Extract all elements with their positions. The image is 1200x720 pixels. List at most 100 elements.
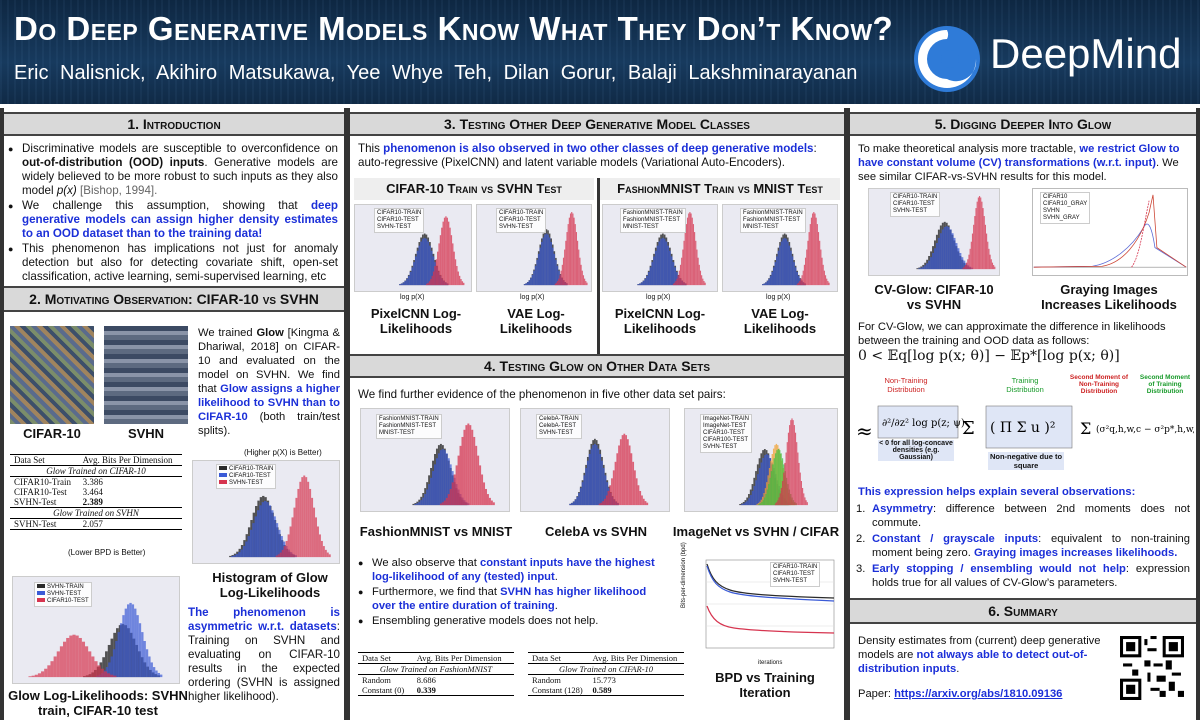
table-row: CIFAR10-Test 3.464 [14, 487, 103, 497]
histogram-bar [119, 623, 123, 678]
histogram-bar [762, 500, 764, 506]
header-texture [0, 0, 1200, 104]
histogram-bar [969, 248, 971, 270]
histogram-bar [990, 259, 992, 270]
histogram-bar [793, 425, 795, 506]
histogram-bar [987, 241, 989, 270]
section-4-text: We find further evidence of the phenomen… [358, 388, 726, 401]
histogram-bar [307, 481, 310, 558]
histogram-bar [826, 278, 828, 286]
histogram-bar [579, 257, 581, 286]
histogram-bar [790, 420, 792, 506]
imagenet-caption: ImageNet vs SVHN / CIFAR [672, 524, 840, 539]
histogram-bar [780, 487, 782, 506]
histogram-bar [453, 251, 455, 286]
table-subheader: Glow Trained on SVHN [10, 507, 182, 519]
histogram-bar [654, 250, 657, 286]
histogram-bar [962, 267, 964, 270]
histogram-bar [88, 651, 92, 678]
legend: CIFAR10-TRAIN CIFAR10-TEST SVHN-TEST [770, 562, 821, 587]
histogram-bar [770, 471, 773, 506]
histogram-bar [663, 238, 666, 286]
histogram-bar [813, 212, 815, 286]
histogram-bar [110, 656, 113, 678]
svg-text:∂²/∂z² log p(z; ψ): ∂²/∂z² log p(z; ψ) [882, 418, 965, 429]
histogram-bar [451, 482, 454, 506]
histogram-bar [646, 502, 649, 506]
section-4-bullets: We also observe that constant inputs hav… [358, 556, 672, 629]
histogram-bar [530, 278, 532, 286]
histogram-bar [976, 201, 978, 270]
histogram-bar [414, 504, 417, 506]
histogram-bar [934, 248, 936, 270]
histogram-bar [41, 671, 45, 678]
histogram-bar [439, 235, 442, 286]
histogram-bar [437, 453, 440, 506]
histogram-bar [667, 245, 669, 286]
histogram-bar [794, 267, 797, 286]
histogram-bar [428, 281, 431, 286]
histogram-bar [751, 490, 754, 506]
paper-link-row: Paper: https://arxiv.org/abs/1810.09136 [858, 688, 1063, 700]
histogram-bar [581, 482, 584, 506]
histogram-bar [421, 238, 424, 286]
histogram-bar [322, 546, 325, 558]
histogram-bar [572, 501, 575, 506]
svhn-histogram-caption: Glow Log-Likelihoods: SVHN train, CIFAR-… [8, 688, 188, 718]
histogram-bar [677, 275, 679, 286]
histogram-bar [289, 526, 292, 558]
histogram-bar [640, 282, 643, 286]
histogram-bar [438, 243, 440, 286]
histogram-bar [681, 257, 683, 286]
subsection-fmnist-mnist: FashionMNIST Train vs MNIST Test [600, 178, 840, 200]
histogram-bar [328, 554, 331, 558]
histogram-bar [647, 271, 650, 286]
histogram-bar [623, 433, 626, 506]
histogram-bar [85, 646, 89, 678]
celeba-svhn-caption: CelebA vs SVHN [544, 524, 648, 539]
histogram-bar [798, 462, 800, 506]
histogram-bar [539, 247, 542, 286]
histogram-bar [457, 271, 459, 286]
histogram-bar [457, 455, 460, 506]
higher-p-note: (Higher p(X) is Better) [244, 448, 322, 457]
histogram-bar [955, 243, 958, 270]
cifar-bpd-table: Data Set Avg. Bits Per Dimension Glow Tra… [528, 652, 684, 696]
column-divider [844, 108, 850, 720]
histogram-bar [400, 283, 403, 286]
histogram-bar [656, 245, 659, 286]
histogram-bar [292, 553, 295, 558]
histogram-bar [266, 502, 269, 558]
histogram-bar [688, 213, 690, 286]
histogram-bar [920, 267, 923, 270]
histogram-bar [108, 662, 111, 678]
histogram-bar [577, 240, 579, 286]
histogram-bar [661, 237, 664, 286]
histogram-bar [317, 526, 319, 558]
histogram-bar [429, 245, 431, 286]
histogram-bar [760, 462, 763, 506]
paper-link[interactable]: https://arxiv.org/abs/1810.09136 [894, 688, 1063, 700]
histogram-bar [959, 252, 962, 270]
histogram-bar [932, 252, 934, 270]
histogram-bar [828, 282, 830, 286]
histogram-bar [63, 641, 67, 678]
qr-code[interactable] [1120, 636, 1184, 700]
histogram-bar [809, 224, 811, 286]
histogram-bar [665, 241, 668, 286]
histogram-bar [800, 481, 802, 506]
table-row: Constant (0) 0.339 [358, 685, 514, 696]
histogram-bar [533, 270, 535, 286]
column-divider [1196, 108, 1200, 720]
histogram-bar [458, 275, 461, 286]
histogram-bar [281, 549, 284, 558]
histogram-bar [550, 242, 552, 286]
histogram-bar [768, 484, 770, 506]
histogram-bar [435, 259, 438, 286]
histogram-bar [982, 208, 984, 270]
histogram-bar [824, 275, 827, 286]
histogram-bar [963, 260, 966, 270]
histogram-bar [456, 266, 458, 286]
table-row: CIFAR10-Train 3.386 [14, 477, 103, 487]
histogram-bar [264, 501, 267, 558]
